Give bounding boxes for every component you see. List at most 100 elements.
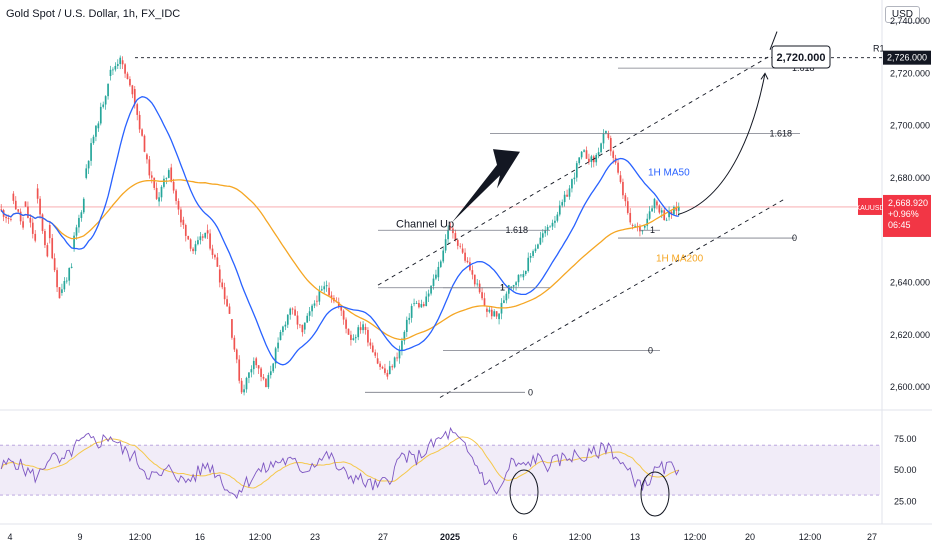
candle-body	[405, 319, 408, 332]
candle-body	[24, 201, 27, 207]
candle-body	[141, 129, 143, 136]
candle-body	[551, 222, 554, 227]
candle-body	[510, 286, 513, 288]
candle-body	[534, 248, 537, 252]
candle-body	[660, 210, 663, 213]
candle-body	[257, 365, 260, 369]
time-tick-label: 12:00	[129, 532, 152, 542]
candle-body	[605, 130, 607, 134]
candle-body	[675, 206, 678, 211]
candle-body	[5, 216, 7, 219]
candle-body	[95, 125, 97, 137]
candle-body	[345, 319, 347, 329]
candle-body	[432, 278, 435, 286]
candle-body	[107, 83, 109, 97]
candle-body	[381, 366, 384, 369]
candle-body	[155, 187, 158, 199]
candle-body	[313, 303, 316, 306]
candle-body	[194, 244, 197, 252]
time-tick-label: 6	[512, 532, 517, 542]
candle-body	[325, 285, 328, 287]
time-tick-label: 2025	[440, 532, 460, 542]
fib-level-label: 1.618	[505, 225, 528, 235]
candle-body	[415, 303, 418, 304]
projection-arrowhead	[760, 72, 769, 80]
price-tick-label: 2,720.000	[890, 68, 930, 78]
rsi-circle-2	[640, 471, 670, 517]
candle-body	[461, 248, 464, 253]
time-tick-label: 12:00	[684, 532, 707, 542]
candle-body	[442, 250, 445, 262]
candle-body	[10, 219, 12, 220]
candle-body	[524, 270, 527, 274]
candle-body	[340, 306, 343, 311]
candle-body	[267, 375, 270, 388]
candle-body	[201, 236, 204, 238]
candle-body	[444, 239, 447, 251]
candle-body	[466, 260, 469, 263]
candle-body	[362, 324, 364, 331]
candle-body	[556, 214, 559, 221]
candle-body	[486, 308, 488, 312]
candle-body	[112, 69, 114, 71]
candle-body	[585, 150, 588, 159]
candle-body	[580, 151, 583, 158]
candle-body	[454, 233, 457, 241]
candle-body	[146, 154, 148, 160]
time-tick-label: 20	[745, 532, 755, 542]
candle-body	[311, 305, 313, 312]
candle-body	[221, 282, 224, 288]
candle-body	[490, 309, 493, 317]
candle-body	[252, 360, 255, 370]
rsi-band	[0, 445, 880, 496]
candle-body	[12, 193, 15, 201]
candle-body	[476, 283, 479, 285]
candle-body	[612, 151, 615, 158]
candle-body	[418, 303, 420, 308]
candle-body	[187, 235, 190, 240]
candle-body	[124, 64, 126, 74]
candle-body	[435, 274, 437, 279]
currency-button[interactable]: USD	[884, 6, 920, 23]
candle-body	[182, 219, 185, 226]
candle-body	[206, 230, 209, 234]
candle-body	[214, 254, 216, 258]
candle-body	[301, 324, 304, 333]
candle-body	[648, 211, 651, 219]
candle-body	[573, 177, 576, 180]
candle-body	[520, 274, 522, 276]
candle-body	[82, 198, 85, 213]
candle-body	[342, 310, 345, 320]
candle-body	[44, 231, 46, 246]
price-badge: XAUUSD 2,668.920+0.96%06:45	[855, 194, 931, 237]
price-tick-label: 2,640.000	[890, 278, 930, 288]
candle-body	[99, 106, 102, 124]
candle-body	[323, 286, 326, 290]
candle-body	[673, 206, 675, 215]
candle-body	[248, 372, 250, 378]
candle-body	[398, 350, 401, 359]
candle-body	[595, 154, 598, 163]
time-tick-label: 12:00	[249, 532, 272, 542]
channel-lower-line	[439, 198, 786, 398]
time-tick-label: 13	[630, 532, 640, 542]
candle-body	[75, 227, 78, 236]
rsi-circle-1	[509, 469, 539, 515]
candle-body	[7, 218, 10, 220]
candle-body	[277, 342, 279, 349]
candle-body	[197, 240, 199, 245]
rsi-tick-label: 25.00	[894, 496, 917, 506]
price-tick-label: 2,740.000	[890, 16, 930, 26]
chart-title: Gold Spot / U.S. Dollar, 1h, FX_IDC	[6, 8, 181, 20]
candle-body	[422, 304, 425, 307]
candle-body	[452, 228, 454, 234]
candle-body	[306, 315, 309, 323]
price-badge-bg	[883, 194, 931, 237]
candle-body	[39, 198, 41, 215]
candle-body	[80, 212, 83, 218]
candle-body	[97, 123, 100, 129]
candle-body	[274, 348, 277, 364]
candle-body	[364, 326, 367, 330]
candle-body	[328, 287, 330, 296]
